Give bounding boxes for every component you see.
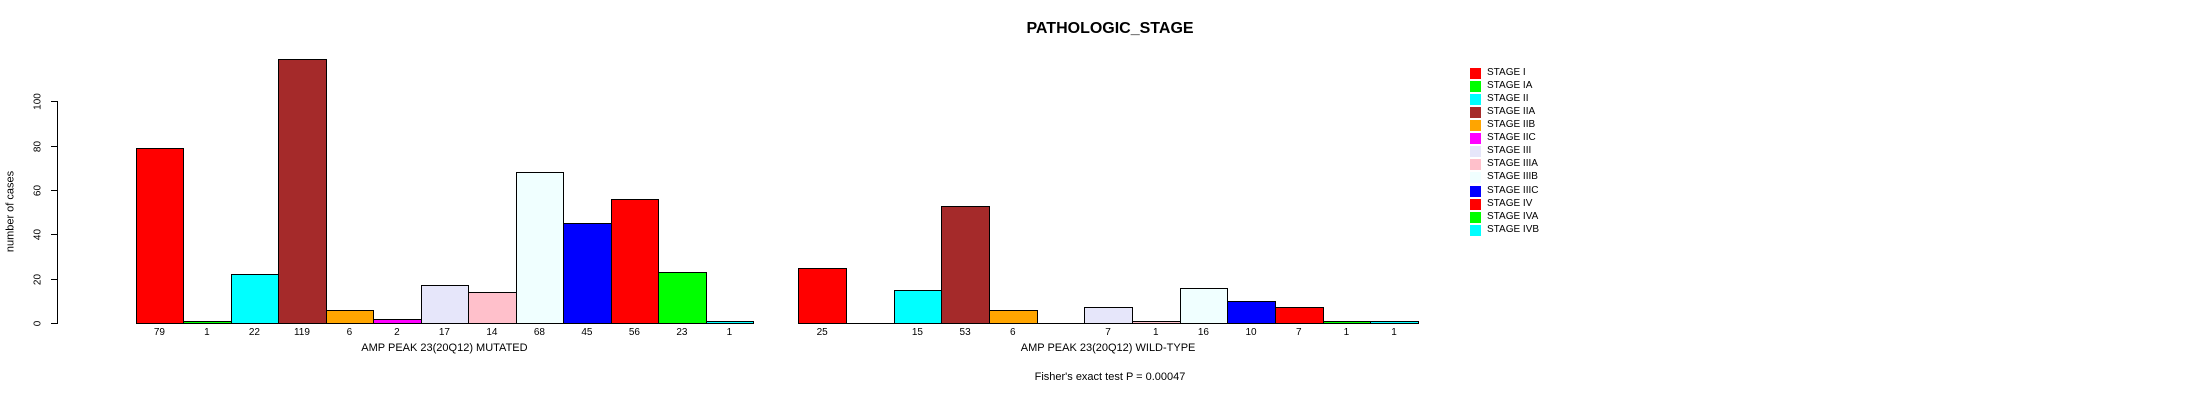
legend-swatch-stage-iiia — [1470, 159, 1481, 171]
legend-swatch-stage-iii — [1470, 146, 1481, 158]
y-tick-label: 80 — [32, 140, 44, 152]
bar-stage-iii — [1084, 307, 1133, 324]
bar-value-label: 45 — [581, 327, 593, 338]
bar-stage-iiia — [1131, 321, 1181, 324]
legend-swatch-stage-iib — [1470, 119, 1481, 131]
legend-label-stage-i: STAGE I — [1487, 66, 1526, 78]
bar-value-label: 53 — [959, 327, 971, 338]
bar-value-label: 22 — [248, 327, 260, 338]
bar-stage-iia — [278, 59, 327, 324]
legend-label-stage-ia: STAGE IA — [1487, 79, 1533, 91]
bar-stage-iv — [610, 199, 660, 324]
bar-stage-iia — [941, 206, 990, 324]
legend-swatch-stage-i — [1470, 67, 1481, 79]
bar-value-label: 10 — [1245, 327, 1257, 338]
bar-stage-iva — [1322, 321, 1372, 324]
y-tick-mark — [51, 278, 57, 280]
bar-stage-i — [135, 148, 185, 324]
y-tick-label: 0 — [32, 320, 44, 327]
y-tick-label: 100 — [32, 93, 44, 111]
bar-stage-iiic — [1227, 301, 1276, 324]
bar-value-label: 17 — [438, 327, 450, 338]
bar-value-label: 7 — [1105, 327, 1111, 338]
bar-stage-ia — [183, 321, 232, 324]
figure-title: PATHOLOGIC_STAGE — [1026, 20, 1194, 37]
bar-stage-iii — [420, 285, 470, 324]
bar-stage-iib — [325, 310, 375, 324]
legend-label-stage-iib: STAGE IIB — [1487, 118, 1536, 130]
legend-label-stage-ii: STAGE II — [1487, 92, 1529, 104]
bar-stage-i — [798, 268, 847, 324]
y-tick-mark — [51, 145, 57, 147]
bar-value-label: 1 — [204, 327, 210, 338]
bar-stage-iva — [658, 272, 707, 324]
y-tick-mark — [51, 101, 57, 103]
bar-value-label: 119 — [293, 327, 310, 338]
bar-value-label: 6 — [1009, 327, 1016, 338]
legend-swatch-stage-iiic — [1470, 185, 1481, 197]
legend-swatch-stage-iiib — [1470, 172, 1481, 184]
legend-swatch-stage-iia — [1470, 106, 1481, 118]
bar-value-label: 15 — [911, 327, 923, 338]
bar-value-label: 68 — [533, 327, 545, 338]
legend-label-stage-iv: STAGE IV — [1487, 197, 1533, 209]
bar-stage-iiib — [1179, 288, 1229, 324]
x-axis-label-wild-type: AMP PEAK 23(20Q12) WILD-TYPE — [1020, 342, 1196, 354]
bar-value-label: 23 — [676, 327, 688, 338]
bar-stage-iic — [373, 319, 422, 324]
bar-stage-iiia — [468, 292, 517, 324]
legend-swatch-stage-iv — [1470, 198, 1481, 210]
bar-stage-iib — [988, 310, 1038, 324]
y-tick-label: 20 — [32, 273, 44, 285]
y-tick-mark — [51, 190, 57, 192]
bar-value-label: 7 — [1295, 327, 1302, 338]
bar-stage-iiic — [563, 223, 612, 324]
bar-value-label: 25 — [816, 327, 828, 338]
bar-stage-iv — [1274, 307, 1324, 324]
legend-label-stage-iiic: STAGE IIIC — [1487, 184, 1539, 196]
bar-value-label: 1 — [1343, 327, 1350, 338]
legend-swatch-stage-ivb — [1470, 224, 1481, 236]
bar-value-label: 1 — [1391, 327, 1397, 338]
legend-label-stage-iii: STAGE III — [1487, 145, 1532, 157]
legend-swatch-stage-iic — [1470, 133, 1481, 145]
y-tick-mark — [51, 323, 57, 324]
y-axis-line — [57, 101, 58, 324]
bar-stage-ii — [230, 274, 280, 324]
legend-label-stage-iia: STAGE IIA — [1487, 105, 1536, 117]
legend-swatch-stage-ii — [1470, 93, 1481, 105]
legend-label-stage-ivb: STAGE IVB — [1487, 223, 1540, 235]
y-tick-label: 60 — [32, 184, 44, 197]
bar-value-label: 2 — [394, 327, 400, 338]
y-tick-label: 40 — [32, 229, 44, 241]
bar-value-label: 56 — [628, 327, 640, 338]
legend-label-stage-iiib: STAGE IIIB — [1487, 171, 1538, 183]
bar-stage-ii — [893, 290, 943, 324]
bar-value-label: 1 — [726, 327, 733, 338]
bar-stage-iiib — [515, 172, 565, 324]
bar-value-label: 6 — [346, 327, 353, 338]
bar-value-label: 16 — [1197, 327, 1209, 338]
bar-stage-ivb — [1370, 321, 1419, 324]
bar-value-label: 14 — [486, 327, 498, 338]
bar-value-label: 79 — [153, 327, 165, 338]
y-tick-mark — [51, 234, 57, 236]
legend-swatch-stage-ia — [1470, 80, 1481, 92]
legend-label-stage-iiia: STAGE IIIA — [1487, 158, 1538, 170]
legend-label-stage-iva: STAGE IVA — [1487, 210, 1539, 222]
y-axis-label: number of cases — [4, 170, 17, 253]
bar-value-label: 1 — [1152, 327, 1159, 338]
x-axis-label-mutated: AMP PEAK 23(20Q12) MUTATED — [361, 342, 528, 354]
bar-stage-ivb — [705, 321, 755, 324]
legend-label-stage-iic: STAGE IIC — [1487, 132, 1536, 144]
fisher-test-annotation: Fisher's exact test P = 0.00047 — [1034, 371, 1186, 383]
legend-swatch-stage-iva — [1470, 211, 1481, 223]
